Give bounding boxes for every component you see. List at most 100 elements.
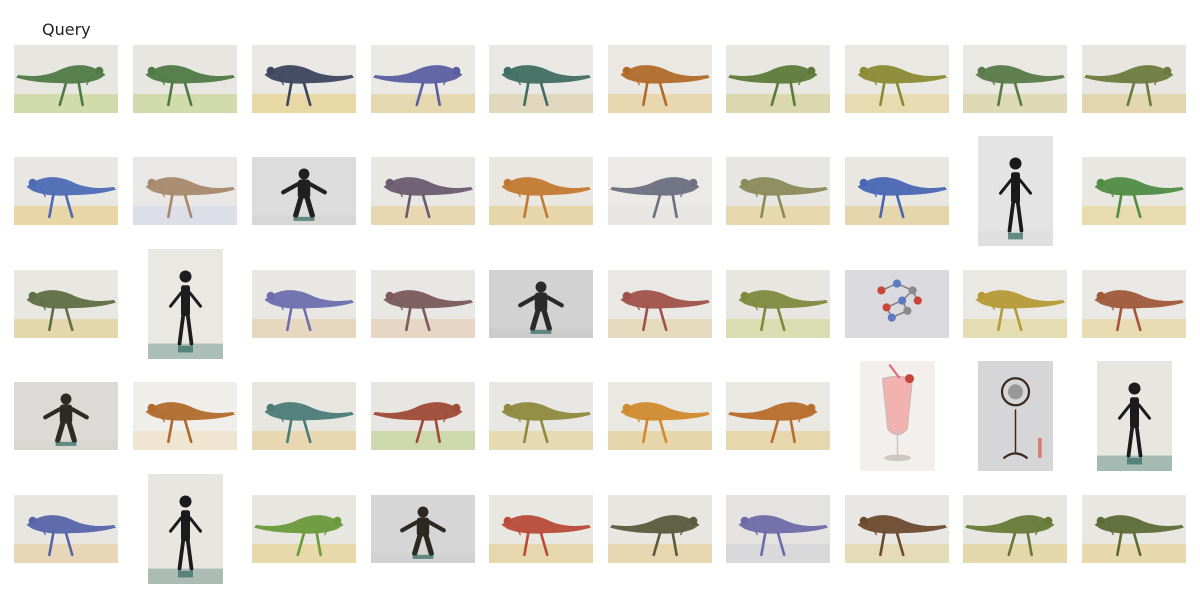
result-image-cell	[133, 45, 237, 113]
result-image-cell	[252, 157, 356, 225]
result-image	[252, 270, 356, 338]
result-image	[1082, 45, 1186, 113]
result-image-cell	[489, 270, 593, 338]
result-image	[963, 270, 1067, 338]
result-image	[726, 157, 830, 225]
result-image-cell	[252, 382, 356, 450]
result-image-cell	[371, 45, 475, 113]
result-image-cell	[845, 157, 949, 225]
result-image-cell	[963, 45, 1067, 113]
result-image-cell	[726, 495, 830, 563]
result-image-cell	[608, 495, 712, 563]
query-image-cell	[14, 45, 118, 113]
result-image-cell	[608, 157, 712, 225]
result-image	[133, 45, 237, 113]
result-image	[371, 45, 475, 113]
result-image	[147, 474, 223, 584]
result-image	[608, 382, 712, 450]
result-image-cell	[608, 382, 712, 450]
result-image	[963, 495, 1067, 563]
result-image-cell	[133, 157, 237, 225]
result-image	[859, 361, 935, 471]
query-image	[14, 45, 118, 113]
result-image-cell	[14, 382, 118, 450]
result-image-cell	[726, 45, 830, 113]
result-image	[14, 495, 118, 563]
result-image-cell	[963, 495, 1067, 563]
result-image-cell	[845, 270, 949, 338]
result-image	[726, 382, 830, 450]
result-image-cell	[726, 157, 830, 225]
result-image	[371, 157, 475, 225]
result-image-cell	[489, 45, 593, 113]
result-image-cell	[147, 474, 223, 584]
result-image	[977, 136, 1053, 246]
result-image	[963, 45, 1067, 113]
result-image	[14, 382, 118, 450]
result-image-cell	[147, 249, 223, 359]
result-image	[14, 157, 118, 225]
result-image-cell	[252, 495, 356, 563]
result-image	[1082, 157, 1186, 225]
result-image-cell	[371, 270, 475, 338]
result-image	[608, 45, 712, 113]
result-image	[252, 157, 356, 225]
result-image-cell	[14, 495, 118, 563]
result-image-cell	[845, 495, 949, 563]
result-image-cell	[608, 270, 712, 338]
query-label: Query	[42, 20, 91, 39]
result-image-cell	[489, 495, 593, 563]
result-image-cell	[726, 382, 830, 450]
result-image-cell	[252, 270, 356, 338]
result-image	[489, 382, 593, 450]
result-image	[489, 45, 593, 113]
result-image-cell	[489, 382, 593, 450]
result-image	[14, 270, 118, 338]
result-image	[252, 45, 356, 113]
result-image-cell	[133, 382, 237, 450]
result-image-cell	[252, 45, 356, 113]
result-image	[371, 495, 475, 563]
result-image-cell	[608, 45, 712, 113]
result-image	[133, 157, 237, 225]
result-image	[252, 495, 356, 563]
result-image-cell	[1082, 270, 1186, 338]
result-image	[608, 157, 712, 225]
result-image	[845, 270, 949, 338]
result-image-cell	[726, 270, 830, 338]
result-image-cell	[371, 495, 475, 563]
result-image-cell	[1082, 157, 1186, 225]
result-image-cell	[1082, 45, 1186, 113]
result-image	[1082, 270, 1186, 338]
result-image	[252, 382, 356, 450]
result-image	[489, 270, 593, 338]
result-image	[371, 270, 475, 338]
result-image	[489, 157, 593, 225]
result-image-cell	[14, 157, 118, 225]
result-image	[1082, 495, 1186, 563]
result-image-cell	[963, 270, 1067, 338]
result-image-cell	[845, 45, 949, 113]
result-image	[845, 45, 949, 113]
result-image	[726, 45, 830, 113]
result-image-cell	[977, 136, 1053, 246]
result-image-cell	[859, 361, 935, 471]
result-image-cell	[1082, 495, 1186, 563]
result-image-cell	[1096, 361, 1172, 471]
result-image	[1096, 361, 1172, 471]
result-image-cell	[977, 361, 1053, 471]
result-image	[845, 495, 949, 563]
result-image	[845, 157, 949, 225]
result-image	[489, 495, 593, 563]
result-image	[133, 382, 237, 450]
result-image-cell	[489, 157, 593, 225]
result-image	[147, 249, 223, 359]
result-image	[608, 495, 712, 563]
result-image	[977, 361, 1053, 471]
result-image	[608, 270, 712, 338]
result-image	[726, 270, 830, 338]
result-image-cell	[14, 270, 118, 338]
result-image	[371, 382, 475, 450]
result-image-cell	[371, 382, 475, 450]
